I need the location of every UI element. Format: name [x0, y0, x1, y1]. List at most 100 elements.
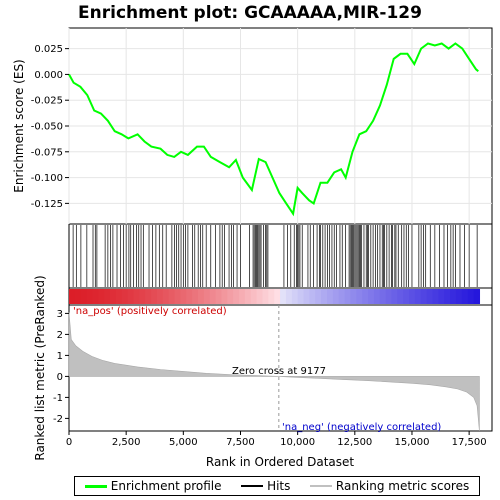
- colorbar-segment: [69, 289, 76, 304]
- es-gridlines: [68, 28, 492, 224]
- colorbar-segment: [174, 289, 182, 304]
- legend-swatch-metric: [309, 485, 332, 487]
- colorbar-segment: [233, 289, 240, 304]
- colorbar-segment: [450, 289, 457, 304]
- metric-tick-label: -1: [53, 393, 63, 404]
- metric-tick-label: 2: [57, 330, 63, 341]
- colorbar-segment: [127, 289, 135, 304]
- colorbar-segment: [221, 289, 228, 304]
- colorbar-segment: [98, 289, 105, 304]
- legend: Enrichment profile Hits Ranking metric s…: [74, 476, 480, 496]
- colorbar-segment: [162, 289, 170, 304]
- metric-area: [68, 312, 480, 432]
- colorbar-segment: [373, 289, 381, 304]
- legend-label-hits: Hits: [267, 479, 291, 493]
- colorbar-segment: [121, 289, 129, 304]
- colorbar-segment: [344, 289, 352, 304]
- colorbar-segment: [409, 289, 416, 304]
- colorbar-segment: [379, 289, 387, 304]
- colorbar-segment: [326, 289, 334, 304]
- es-tick-label: -0.075: [31, 147, 63, 158]
- colorbar-segment: [356, 289, 363, 304]
- x-tick-label: 10,000: [280, 437, 315, 448]
- es-tick-label: -0.050: [31, 122, 63, 133]
- colorbar-segment: [438, 289, 445, 304]
- colorbar-segment: [209, 289, 217, 304]
- legend-item-hits: Hits: [241, 479, 290, 493]
- legend-label-metric: Ranking metric scores: [335, 479, 470, 493]
- colorbar-segment: [368, 289, 375, 304]
- colorbar-segment: [180, 289, 187, 304]
- colorbar-segment: [145, 289, 152, 304]
- x-tick-label: 2,500: [112, 437, 141, 448]
- colorbar-segment: [303, 289, 310, 304]
- enrichment-profile-line: [68, 42, 479, 217]
- metric-tick-label: 0: [57, 372, 63, 383]
- colorbar-segment: [192, 289, 199, 304]
- colorbar-segment: [74, 289, 82, 304]
- colorbar-segment: [86, 289, 94, 304]
- colorbar-segment: [362, 289, 369, 304]
- colorbar-segment: [250, 289, 258, 304]
- colorbar-segment: [110, 289, 117, 304]
- colorbar-segment: [338, 289, 346, 304]
- colorbar-segment: [297, 289, 305, 304]
- es-curve-layer: [68, 42, 479, 217]
- x-tick-label: 0: [66, 437, 72, 448]
- colorbar-segment: [403, 289, 410, 304]
- es-tick-label: -0.100: [31, 173, 63, 184]
- colorbar-segment: [215, 289, 223, 304]
- es-tick-label: -0.125: [31, 199, 63, 210]
- colorbar-segment: [256, 289, 264, 304]
- x-tick-label: 7,500: [226, 437, 255, 448]
- x-tick-label: 12,500: [337, 437, 372, 448]
- colorbar-segment: [280, 289, 287, 304]
- colorbar-segment: [274, 289, 281, 304]
- x-axis-title: Rank in Ordered Dataset: [206, 455, 354, 469]
- chart-title: Enrichment plot: GCAAAAA,MIR-129: [78, 3, 422, 23]
- colorbar-segment: [203, 289, 211, 304]
- colorbar-segment: [391, 289, 398, 304]
- x-tick-label: 15,000: [394, 437, 429, 448]
- legend-label-enrichment: Enrichment profile: [110, 479, 222, 493]
- colorbar-segment: [168, 289, 176, 304]
- colorbar-segment: [104, 289, 111, 304]
- x-tick-label: 17,500: [452, 437, 487, 448]
- es-tick-label: 0.000: [34, 70, 63, 81]
- legend-swatch-hits: [241, 485, 264, 487]
- es-axis-title: Enrichment score (ES): [12, 59, 26, 192]
- colorbar-segment: [133, 289, 140, 304]
- neg-label: 'na_neg' (negatively correlated): [282, 422, 441, 433]
- colorbar-segment: [414, 289, 422, 304]
- colorbar-segment: [92, 289, 99, 304]
- axes-layer: 0.025 0.000 -0.025 -0.050 -0.075 -0.100 -0.125…: [31, 44, 487, 448]
- colorbar-segment: [227, 289, 234, 304]
- colorbar-segment: [467, 289, 475, 304]
- colorbar-segment: [350, 289, 357, 304]
- metric-tick-label: -2: [53, 414, 63, 425]
- colorbar-segment: [332, 289, 340, 304]
- colorbar-segment: [285, 289, 293, 304]
- colorbar-segment: [385, 289, 393, 304]
- colorbar-segment: [420, 289, 428, 304]
- colorbar-segment: [473, 289, 481, 304]
- hits-panel-frame: [68, 223, 493, 289]
- colorbar-segment: [291, 289, 299, 304]
- zero-cross-label: Zero cross at 9177: [232, 366, 326, 377]
- colorbar-segment: [432, 289, 439, 304]
- colorbar-segment: [397, 289, 404, 304]
- colorbar-segment: [186, 289, 193, 304]
- metric-axis-title: Ranked list metric (PreRanked): [33, 275, 47, 460]
- colorbar-segment: [239, 289, 246, 304]
- colorbar-segment: [244, 289, 252, 304]
- colorbar-segment: [156, 289, 164, 304]
- colorbar-segment: [315, 289, 322, 304]
- colorbar-segment: [80, 289, 88, 304]
- colorbar-segment: [461, 289, 469, 304]
- colorbar-segment: [151, 289, 158, 304]
- colorbar-segment: [139, 289, 146, 304]
- hits-layer: [72, 225, 478, 287]
- colorbar-segment: [309, 289, 316, 304]
- colorbar-layer: [69, 289, 481, 304]
- colorbar-segment: [262, 289, 269, 304]
